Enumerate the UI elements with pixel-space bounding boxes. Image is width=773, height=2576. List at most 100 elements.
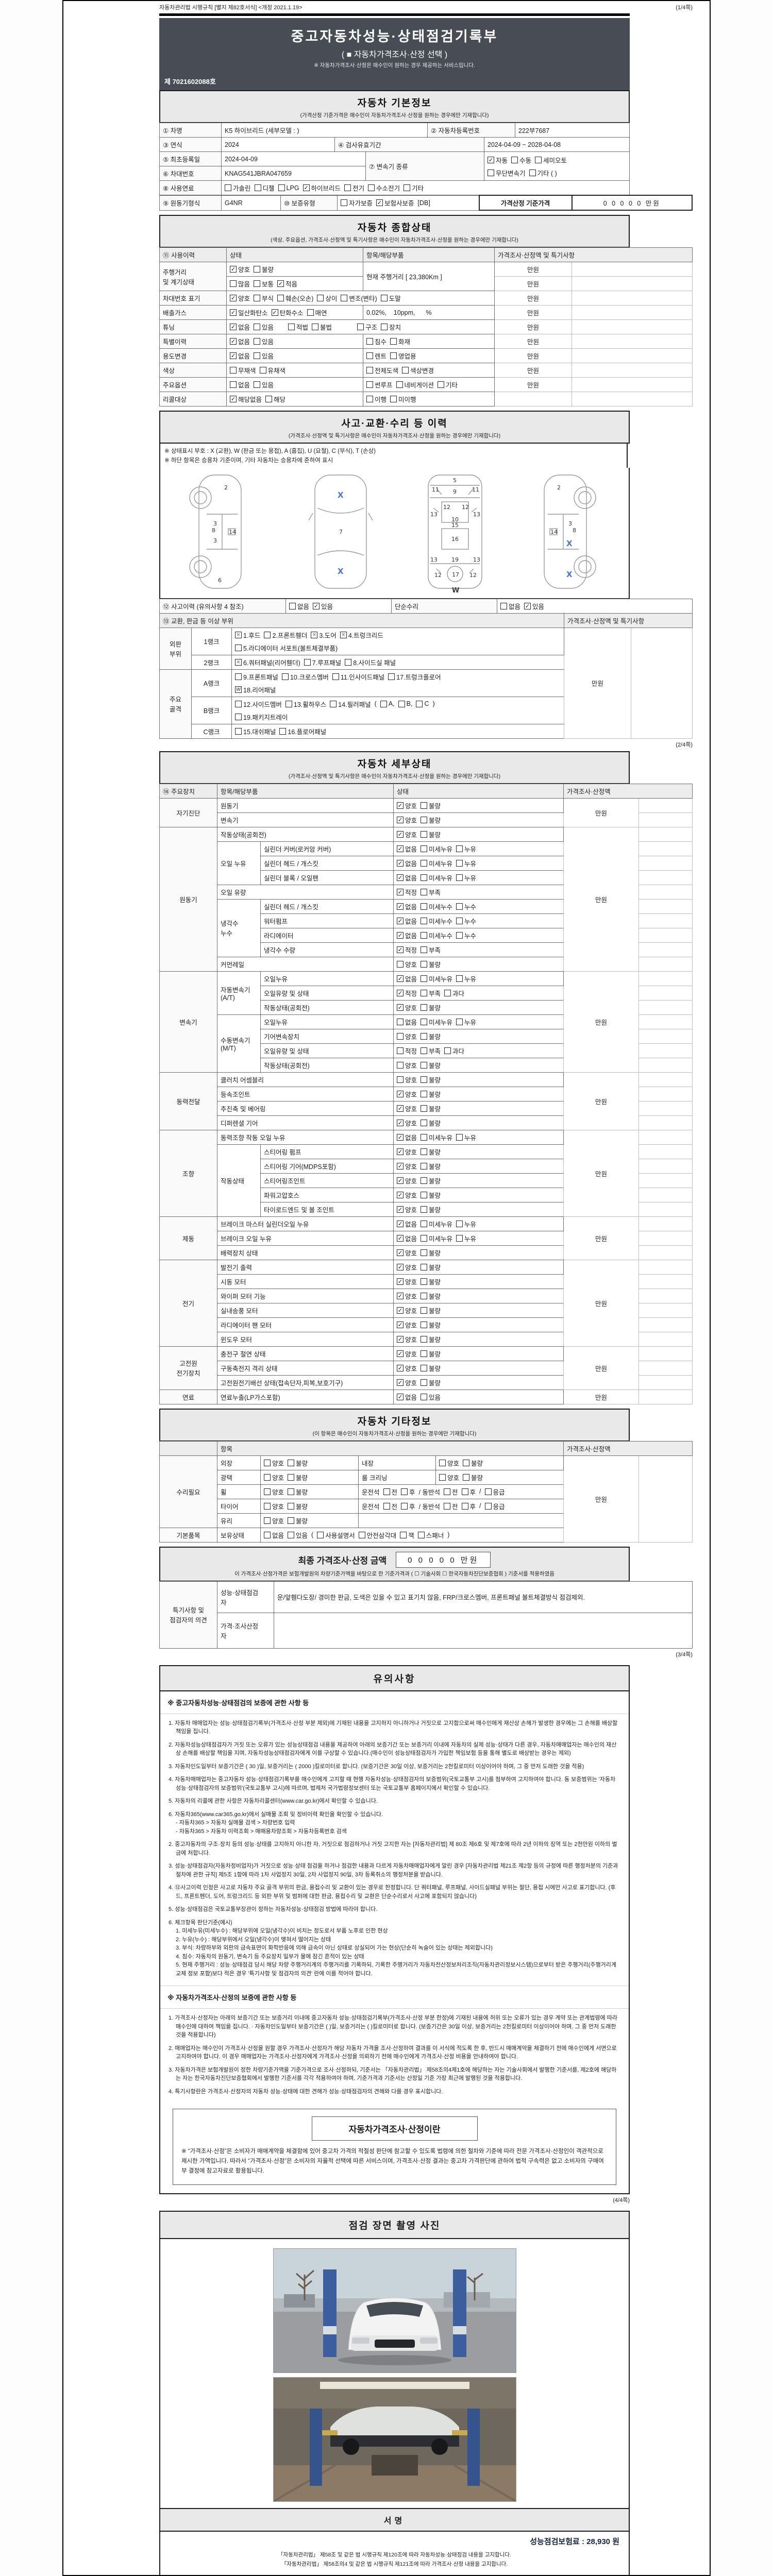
checkbox: [421, 1220, 428, 1227]
status-cell: 양호 불량: [393, 1274, 564, 1289]
svg-text:5: 5: [453, 477, 457, 484]
option-label: 없음: [238, 324, 250, 331]
option-label: 디젤: [262, 185, 275, 192]
checkbox-option: 양호: [397, 1104, 417, 1113]
option-label: 일산화탄소: [238, 310, 268, 317]
option-label: 자가보증: [349, 200, 373, 207]
notice-item: 3. 자동차가격은 보험개발원이 정한 차량기준가액을 기준가격으로 조사·산정…: [169, 2066, 617, 2082]
status-cell: 양호 불량: [393, 1288, 564, 1303]
checkbox: [235, 700, 242, 707]
table-row: 시동 모터 양호 불량: [160, 1274, 693, 1289]
basic-row-registration: ⑤ 최초등록일 2024-04-09 ⑦ 변속기 종류 자동 수동 세미오토무단변속…: [159, 151, 630, 181]
option-label: 보험사보증: [384, 200, 414, 207]
price-cell: 만원: [494, 348, 572, 363]
option-label: 불량: [429, 961, 441, 969]
checkbox: [397, 1292, 404, 1299]
checkbox-option: 적정: [397, 945, 417, 955]
checkbox: [397, 1004, 404, 1011]
svg-text:13: 13: [430, 556, 438, 563]
infobox-text: ※ “가격조사·산정”은 소비자가 매매계약을 체결함에 있어 중고차 가격의 …: [181, 2148, 604, 2175]
checkbox: [397, 1379, 404, 1386]
status-cell: 적정 부족: [393, 884, 564, 900]
checkbox-option: 적정: [397, 988, 417, 998]
remark-cell: [638, 971, 693, 986]
accident-history-options: 없음 있음: [285, 598, 392, 614]
option-label: 양호: [405, 1091, 417, 1098]
remark-cell: [638, 942, 693, 957]
checkbox: [225, 184, 231, 191]
option-label: 미이행: [398, 396, 416, 403]
final-price-note: 이 가격조사·산정가격은 보험개발원의 차량기준가액을 바탕으로 한 기준가격과…: [234, 1570, 554, 1577]
item-label: 작동상태: [217, 1144, 261, 1217]
status-cell: 양호 불량: [393, 1245, 564, 1260]
option-label: 없음: [405, 975, 417, 983]
price-cell: 만원: [494, 363, 572, 378]
checkbox: [421, 845, 428, 852]
option-label: 양호: [405, 1379, 417, 1387]
checkbox-option: 불량: [288, 1516, 308, 1526]
remark-cell: [638, 1389, 693, 1404]
page-mark-4: (4/4쪽): [613, 2197, 630, 2204]
column-header: ⑭ 주요장치: [159, 783, 217, 799]
checkbox: [397, 859, 404, 867]
device-group-label: 자기진단: [159, 798, 217, 827]
option-label: 적음: [285, 281, 298, 288]
table-row: 윈도우 모터 양호 불량: [160, 1331, 693, 1347]
checkbox-option: 없음: [230, 351, 250, 361]
option-label: 불량: [296, 1460, 308, 1467]
status-cell: 양호 불량: [393, 999, 564, 1015]
appraiser-role: 가격·조사산정 자: [217, 1612, 274, 1649]
checkbox-option: 미세누유: [421, 1017, 452, 1027]
checkbox-option: 보통: [254, 279, 274, 289]
item-cell: 렌트 영업용: [363, 348, 495, 363]
status-cell: 양호 불량: [393, 1086, 564, 1101]
table-row: 스티어링조인트 양호 불량: [160, 1173, 693, 1188]
checkbox: [230, 324, 237, 330]
row-label: 용도변경: [159, 348, 227, 363]
checkbox: [456, 975, 463, 982]
checkbox: [277, 295, 284, 301]
checkbox-option: 미세누유: [421, 1219, 452, 1229]
option-label: 불량: [429, 1249, 441, 1257]
price-appraisal-infobox: 자동차가격조사·산정이란 ※ “가격조사·산정”은 소비자가 매매계약을 체결함…: [173, 2109, 616, 2185]
checkbox: [235, 658, 242, 666]
checkbox-option: 세미오토: [535, 155, 567, 165]
status-cell: 양호 불량: [393, 956, 564, 972]
checkbox-option: 양호: [264, 1501, 284, 1511]
item-label: 자동변속기 (A/T): [217, 971, 261, 1015]
remark-cell: [638, 1375, 693, 1390]
fuel-options: 가솔린 디젤 LPG 하이브리드 전기 수소전기 기타: [221, 180, 630, 195]
panel-price-header: 가격조사·산정액 및 특기사항: [564, 613, 693, 628]
table-row: 기어변속장치 양호 불량: [160, 1028, 693, 1044]
remark-cell: [631, 627, 693, 739]
checkbox: [344, 184, 351, 191]
checkbox-option: 무단변속기: [488, 168, 526, 178]
remark-cell: [638, 1302, 693, 1318]
checkbox-option: 없음: [289, 601, 309, 611]
subitem-label: 실린더 헤드 / 개스킷: [260, 855, 394, 871]
checkbox: [456, 1133, 463, 1141]
checkbox: [383, 1502, 390, 1510]
option-label: 전체도색: [375, 367, 399, 375]
checkbox: [288, 1473, 295, 1481]
checkbox: [421, 831, 428, 838]
checkbox-option: C: [416, 700, 429, 707]
checkbox-option: 미이행: [390, 394, 416, 404]
checkbox-option: 불량: [288, 1472, 308, 1482]
checkbox: [235, 686, 242, 693]
checkbox-option: 누수: [456, 902, 476, 911]
remark-cell: [638, 1245, 693, 1260]
remark-cell: [638, 1360, 693, 1376]
checkbox: [421, 946, 428, 953]
option-label: 사용설명서: [325, 1532, 355, 1539]
subitem-label: 라디에이터: [260, 927, 394, 943]
device-group-label: 변속기: [159, 971, 217, 1073]
price-cell: 만원: [494, 262, 572, 277]
page-mark-2: (2/4쪽): [676, 741, 693, 748]
subitem-label: 냉각수 수량: [260, 942, 394, 957]
subitem-label: 실린더 블록 / 오일팬: [260, 870, 394, 885]
status-cell: 양호 불량: [393, 1187, 564, 1202]
table-row: 광택 양호 불량 룸 크리닝 양호 불량: [160, 1469, 693, 1485]
checkbox: [317, 295, 324, 301]
